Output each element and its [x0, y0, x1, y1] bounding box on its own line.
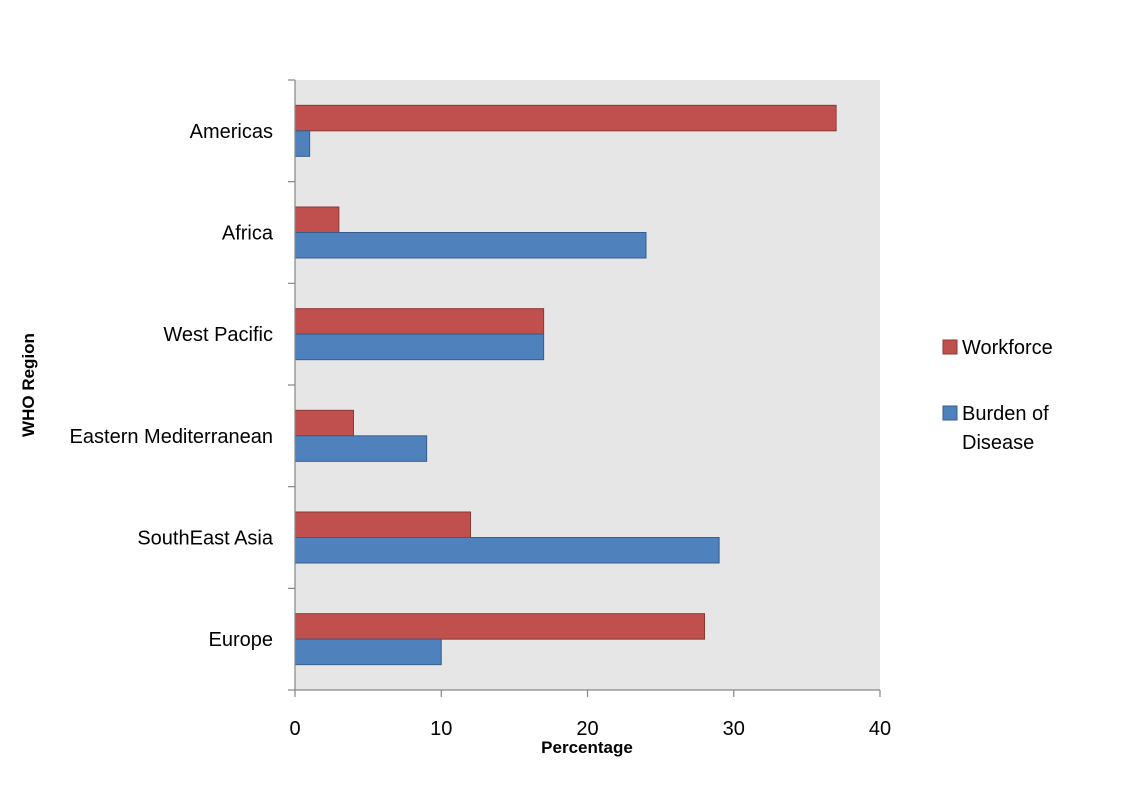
- legend-label-burden-line2: Disease: [962, 432, 1034, 454]
- legend: Workforce Burden of Disease: [942, 337, 1053, 454]
- bars-group: [294, 104, 837, 666]
- category-label: Africa: [222, 223, 274, 245]
- category-label: Europe: [209, 629, 274, 651]
- category-labels: Americas Africa West Pacific Eastern Medite…: [70, 121, 274, 651]
- plot-area: [295, 80, 880, 690]
- bar-workforce-americas: [294, 104, 837, 132]
- category-label: SouthEast Asia: [137, 528, 274, 550]
- bar-workforce-africa: [294, 206, 340, 233]
- legend-swatch-burden: [942, 405, 958, 421]
- x-tick-label: 20: [576, 718, 598, 740]
- bar-burden-of-disease-southeast-asia: [294, 537, 720, 564]
- bar-burden-of-disease-europe: [294, 638, 442, 666]
- legend-label-workforce: Workforce: [962, 337, 1053, 359]
- legend-swatch-workforce: [942, 339, 958, 355]
- bar-burden-of-disease-west-pacific: [294, 333, 545, 361]
- bar-burden-of-disease-africa: [294, 232, 647, 259]
- bar-workforce-west-pacific: [294, 308, 545, 335]
- axes-group: [288, 79, 881, 697]
- x-tick-label: 10: [430, 718, 452, 740]
- bar-workforce-europe: [294, 613, 705, 640]
- x-tick-label: 40: [869, 718, 891, 740]
- category-label: Americas: [190, 121, 273, 143]
- legend-label-burden-line1: Burden of: [962, 403, 1049, 425]
- bar-burden-of-disease-eastern-mediterranean: [294, 435, 428, 462]
- category-label: West Pacific: [163, 324, 273, 346]
- x-tick-label: 0: [289, 718, 300, 740]
- x-tick-label: 30: [723, 718, 745, 740]
- x-tick-labels: 0 10 20 30 40: [289, 718, 891, 740]
- bar-burden-of-disease-americas: [294, 130, 311, 157]
- category-label: Eastern Mediterranean: [70, 426, 273, 448]
- x-axis-title: Percentage: [541, 738, 633, 757]
- bar-workforce-southeast-asia: [294, 511, 471, 538]
- y-axis-title: WHO Region: [19, 333, 38, 437]
- bar-workforce-eastern-mediterranean: [294, 409, 354, 437]
